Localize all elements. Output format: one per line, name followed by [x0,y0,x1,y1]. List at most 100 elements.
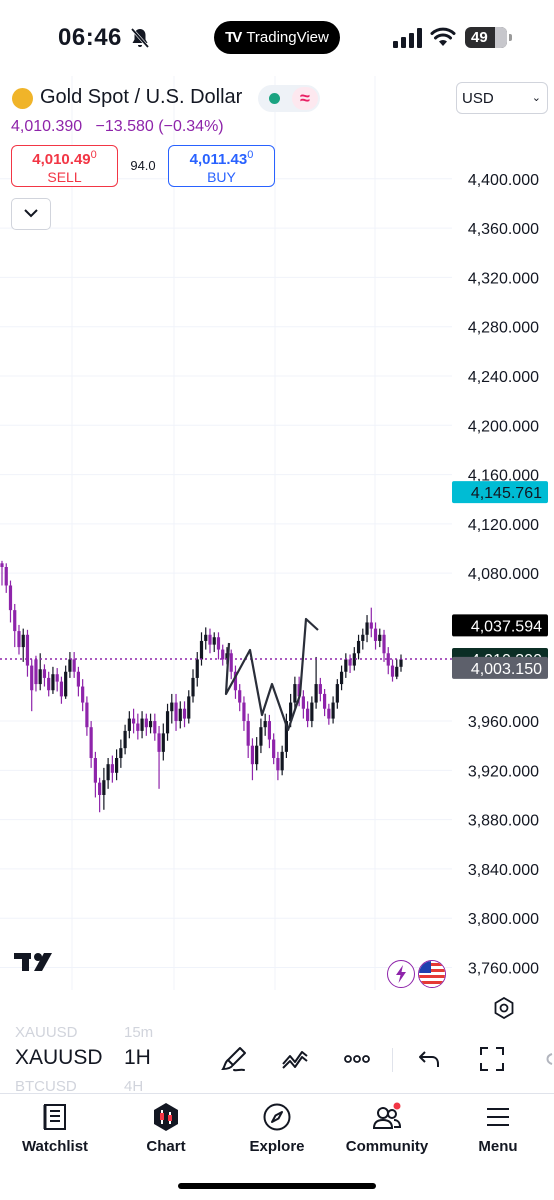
expand-legend-button[interactable] [11,198,51,230]
price-change: −13.580 [95,118,154,135]
candle [386,653,390,666]
candle [106,764,110,781]
buy-button[interactable]: 4,011.430 BUY [168,145,275,187]
candle [178,708,182,722]
candle [123,730,127,749]
sell-price: 4,010.49 [32,151,91,168]
candle [144,718,148,728]
wave-icon: ≈ [292,87,318,110]
last-price: 4,010.390 [11,118,83,135]
price-axis-label: 4,003.150 [452,656,548,679]
menu-icon [487,1108,509,1126]
tradingview-watermark-icon [14,953,52,971]
symbol-picker[interactable]: XAUUSD [15,1046,103,1069]
brush-icon[interactable] [220,1044,250,1074]
lightning-button[interactable] [387,960,415,988]
sell-button[interactable]: 4,010.490 SELL [11,145,118,187]
candle [233,671,238,691]
candle [165,711,170,734]
candle [322,693,327,709]
candle [102,780,106,795]
y-tick-label: 4,360.000 [468,221,539,238]
candle [339,671,344,685]
y-tick-label: 3,960.000 [468,714,539,731]
candle [238,690,242,703]
price-axis-label-bg [452,481,548,504]
currency-select[interactable]: USD ⌄ [456,82,548,114]
candle [195,659,199,678]
tab-community[interactable]: Community [337,1102,437,1155]
tab-label: Watchlist [21,1138,89,1155]
price-chart[interactable]: 4,400.000 4,360.000 4,320.000 4,280.000 4,24… [0,76,554,1000]
candle [110,764,114,773]
y-tick-label: 4,400.000 [468,172,539,189]
status-time: 06:46 [58,24,122,51]
candle [373,628,378,641]
y-tick-label: 4,320.000 [468,270,539,287]
candle [47,677,51,691]
candle [216,637,221,650]
y-tick-label: 3,840.000 [468,862,539,879]
candle [310,702,314,722]
chart-canvas[interactable]: 4,400.000 4,360.000 4,320.000 4,280.000 4,24… [0,76,554,1000]
symbol-name[interactable]: Gold Spot / U.S. Dollar [40,86,243,108]
candle [170,702,174,712]
candle [208,634,212,645]
candle [21,634,25,648]
y-tick-label: 3,880.000 [468,813,539,830]
tab-watchlist[interactable]: Watchlist [5,1102,105,1155]
candle [161,733,165,752]
candle [399,659,403,667]
y-tick-label: 4,280.000 [468,320,539,337]
tab-label: Chart [146,1138,186,1155]
candle [182,708,187,719]
candle [284,721,288,752]
undo-icon[interactable] [414,1044,444,1074]
watchlist-icon [43,1104,66,1130]
chevron-down-icon: ⌄ [531,92,541,104]
candle [51,674,55,691]
cellular-signal-icon [393,28,422,48]
tab-menu[interactable]: Menu [448,1102,548,1155]
candle [314,684,318,703]
toolbar-separator [392,1048,393,1072]
candle [17,631,21,648]
more-icon[interactable] [342,1044,372,1074]
candle [59,681,64,697]
candle [390,665,395,677]
y-tick-label: 4,160.000 [468,468,539,485]
tab-label: Explore [249,1138,305,1155]
candle [187,696,191,719]
bottom-tab-bar: Watchlist Chart Explore Community Me [0,1093,554,1200]
indicators-icon[interactable] [280,1044,310,1074]
candle [212,637,216,645]
economic-events-button[interactable] [418,960,446,988]
timeframe-picker[interactable]: 1H [124,1046,151,1069]
fullscreen-icon[interactable] [477,1044,507,1074]
next-symbol-ghost: BTCUSD [15,1078,77,1095]
candle [318,684,322,694]
candle [352,653,356,666]
price-change-pct: (−0.34%) [158,118,224,135]
y-tick-label: 3,800.000 [468,911,539,928]
candle [72,659,76,672]
buy-price-pip: 0 [247,149,254,161]
candle [0,563,4,567]
candle [382,634,386,654]
currency-value: USD [462,90,494,107]
tab-explore[interactable]: Explore [227,1102,327,1155]
compass-icon [263,1103,291,1131]
y-tick-label: 4,240.000 [468,369,539,386]
tab-label: Menu [478,1138,518,1155]
candle [204,634,208,641]
candle [38,669,42,685]
market-status-pill[interactable]: ≈ [258,85,320,112]
candle [81,686,85,703]
candle [4,567,8,586]
chart-settings-icon[interactable] [493,997,515,1019]
bell-muted-icon [130,28,150,48]
candle [263,721,267,728]
tab-chart[interactable]: Chart [116,1102,216,1155]
candle [348,659,352,666]
candle [42,669,47,678]
